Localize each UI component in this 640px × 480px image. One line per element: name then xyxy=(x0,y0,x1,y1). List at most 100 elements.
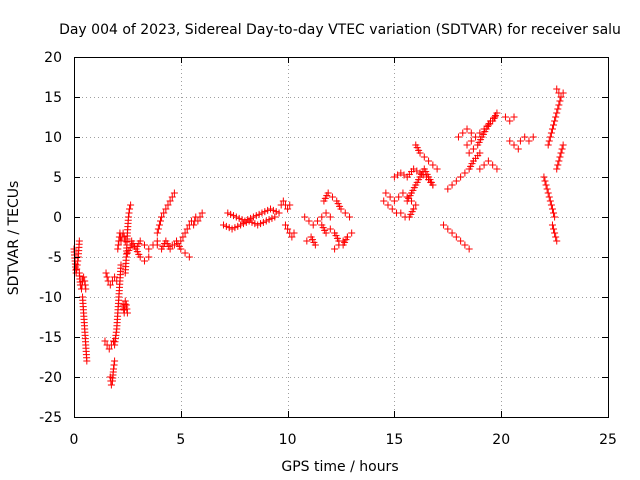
data-point-marker xyxy=(198,209,206,217)
data-point-marker xyxy=(558,145,566,153)
data-point-marker xyxy=(487,117,495,125)
data-point-marker xyxy=(262,217,270,225)
data-point-marker xyxy=(241,217,249,225)
data-point-marker xyxy=(335,241,343,249)
data-point-marker xyxy=(448,181,456,189)
data-point-marker xyxy=(185,253,193,261)
data-point-marker xyxy=(544,141,552,149)
data-point-marker xyxy=(550,209,558,217)
data-point-marker xyxy=(248,218,256,226)
data-point-marker xyxy=(429,181,437,189)
data-point-marker xyxy=(281,221,289,229)
data-point-marker xyxy=(550,225,558,233)
data-point-marker xyxy=(179,233,187,241)
data-point-marker xyxy=(114,245,122,253)
data-point-marker xyxy=(546,133,554,141)
data-point-marker xyxy=(556,153,564,161)
data-points xyxy=(70,85,567,389)
data-point-marker xyxy=(548,125,556,133)
data-point-marker xyxy=(275,209,283,217)
data-point-marker xyxy=(469,145,477,153)
data-point-marker xyxy=(543,185,551,193)
data-point-marker xyxy=(222,222,230,230)
y-tick-label: -20 xyxy=(39,370,62,386)
data-point-marker xyxy=(556,97,564,105)
data-point-marker xyxy=(81,277,89,285)
data-point-marker xyxy=(491,113,499,121)
data-point-marker xyxy=(554,105,562,113)
data-point-marker xyxy=(480,161,488,169)
x-tick-label: 15 xyxy=(385,432,403,448)
data-point-marker xyxy=(555,101,563,109)
data-point-marker xyxy=(516,137,524,145)
data-point-marker xyxy=(271,213,279,221)
data-point-marker xyxy=(196,213,204,221)
data-point-marker xyxy=(305,217,313,225)
data-point-marker xyxy=(433,165,441,173)
data-point-marker xyxy=(318,213,326,221)
data-point-marker xyxy=(459,129,467,137)
data-point-marker xyxy=(162,205,170,213)
data-point-marker xyxy=(140,257,148,265)
data-point-marker xyxy=(157,217,165,225)
data-point-marker xyxy=(461,169,469,177)
data-point-marker xyxy=(284,205,292,213)
data-point-marker xyxy=(160,209,168,217)
data-point-marker xyxy=(255,210,263,218)
data-point-marker xyxy=(552,113,560,121)
data-point-marker xyxy=(145,245,153,253)
data-point-marker xyxy=(81,281,89,289)
data-point-marker xyxy=(484,157,492,165)
data-point-marker xyxy=(82,285,90,293)
data-point-marker xyxy=(337,205,345,213)
data-point-marker xyxy=(228,225,236,233)
data-point-marker xyxy=(506,137,514,145)
data-point-marker xyxy=(545,137,553,145)
data-point-marker xyxy=(328,193,336,201)
data-point-marker xyxy=(181,249,189,257)
data-point-marker xyxy=(290,229,298,237)
data-point-marker xyxy=(465,149,473,157)
data-point-marker xyxy=(140,241,148,249)
data-point-marker xyxy=(227,210,235,218)
data-point-marker xyxy=(557,93,565,101)
data-point-marker xyxy=(547,201,555,209)
data-point-marker xyxy=(382,189,390,197)
x-tick-label: 10 xyxy=(279,432,297,448)
data-point-marker xyxy=(489,161,497,169)
data-point-marker xyxy=(122,301,130,309)
data-point-marker xyxy=(267,205,275,213)
data-point-marker xyxy=(484,121,492,129)
x-tick-label: 25 xyxy=(599,432,617,448)
data-point-marker xyxy=(551,213,559,221)
data-point-marker xyxy=(429,161,437,169)
data-point-marker xyxy=(309,221,317,229)
data-point-marker xyxy=(166,245,174,253)
data-point-marker xyxy=(326,213,334,221)
data-point-marker xyxy=(525,137,533,145)
data-point-marker xyxy=(190,221,198,229)
data-point-marker xyxy=(102,269,110,277)
data-point-marker xyxy=(399,189,407,197)
data-point-marker xyxy=(311,241,319,249)
y-tick-label: 15 xyxy=(44,90,62,106)
data-point-marker xyxy=(303,237,311,245)
data-point-marker xyxy=(265,216,273,224)
data-point-marker xyxy=(322,209,330,217)
data-point-marker xyxy=(244,216,252,224)
x-tick-label: 5 xyxy=(176,432,185,448)
data-point-marker xyxy=(346,213,354,221)
data-point-marker xyxy=(145,253,153,261)
data-point-marker xyxy=(444,225,452,233)
data-point-marker xyxy=(279,197,287,205)
data-point-marker xyxy=(322,229,330,237)
data-point-marker xyxy=(269,206,277,214)
data-point-marker xyxy=(75,237,83,245)
data-point-marker xyxy=(234,222,242,230)
data-point-marker xyxy=(301,213,309,221)
data-point-marker xyxy=(326,225,334,233)
data-point-marker xyxy=(103,273,111,281)
data-point-marker xyxy=(553,165,561,173)
data-point-marker xyxy=(548,221,556,229)
data-point-marker xyxy=(386,193,394,201)
